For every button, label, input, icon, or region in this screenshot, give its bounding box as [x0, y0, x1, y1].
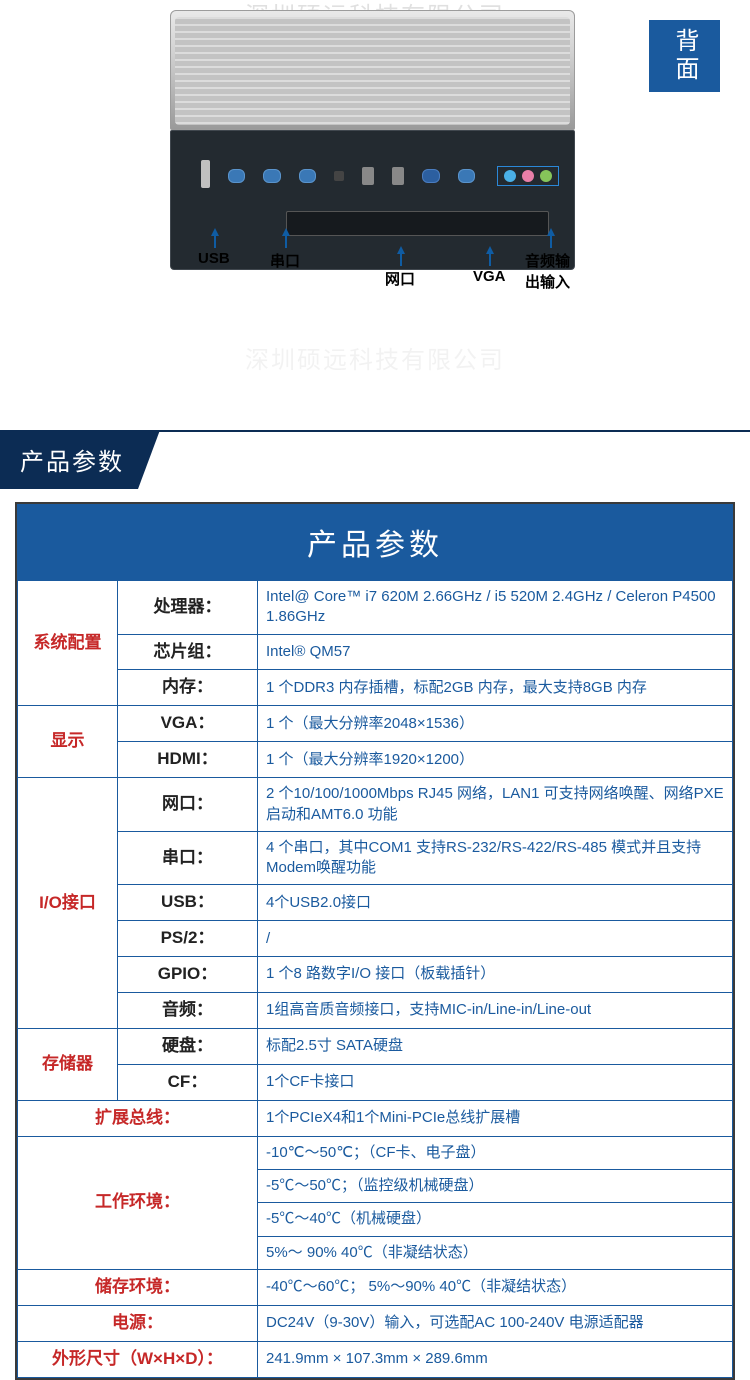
table-row: PS/2： / [18, 921, 733, 957]
sub-gpio: GPIO： [118, 957, 258, 993]
table-row: 存储器 硬盘： 标配2.5寸 SATA硬盘 [18, 1029, 733, 1065]
val-env4: 5%～ 90% 40℃（非凝结状态） [258, 1236, 733, 1269]
table-row: 内存： 1 个DDR3 内存插槽，标配2GB 内存，最大支持8GB 内存 [18, 670, 733, 706]
val-lan: 2 个10/100/1000Mbps RJ45 网络，LAN1 可支持网络唤醒、… [258, 778, 733, 832]
lan-port-icon [362, 167, 374, 185]
table-row: 电源： DC24V（9-30V）输入，可选配AC 100-240V 电源适配器 [18, 1305, 733, 1341]
val-cpu: Intel@ Core™ i7 620M 2.66GHz / i5 520M 2… [258, 581, 733, 635]
vga-port-icon [422, 169, 439, 183]
val-env2: -5℃～50℃；（监控级机械硬盘） [258, 1170, 733, 1203]
sub-usb: USB： [118, 885, 258, 921]
device-back-panel [170, 130, 575, 270]
val-hdd: 标配2.5寸 SATA硬盘 [258, 1029, 733, 1065]
sub-hdd: 硬盘： [118, 1029, 258, 1065]
device-heatsink [170, 10, 575, 130]
sub-serial: 串口： [118, 831, 258, 885]
val-env1: -10℃～50℃；（CF卡、电子盘） [258, 1136, 733, 1169]
val-chipset: Intel® QM57 [258, 634, 733, 670]
val-size: 241.9mm × 107.3mm × 289.6mm [258, 1341, 733, 1377]
table-row: HDMI： 1 个（最大分辨率1920×1200） [18, 742, 733, 778]
serial-port-icon [458, 169, 475, 183]
table-row: 芯片组： Intel® QM57 [18, 634, 733, 670]
product-rear-view: 深圳硕远科技有限公司 www.soyotech.com 背面 [0, 0, 750, 340]
port-row [201, 166, 559, 186]
spec-table-title: 产品参数 [17, 504, 733, 580]
pcie-slot-icon [286, 211, 549, 236]
audio-box-icon [497, 166, 559, 186]
val-cf: 1个CF卡接口 [258, 1064, 733, 1100]
serial-port-icon [263, 169, 280, 183]
sub-lan: 网口： [118, 778, 258, 832]
val-vga: 1 个（最大分辨率2048×1536） [258, 706, 733, 742]
cat-env: 工作环境： [18, 1136, 258, 1269]
val-env3: -5℃～40℃（机械硬盘） [258, 1203, 733, 1236]
device-illustration: USB 串口 网口 VGA 音频输出输入 [170, 10, 575, 250]
cat-display: 显示 [18, 706, 118, 778]
sub-cpu: 处理器： [118, 581, 258, 635]
cat-storage: 存储器 [18, 1029, 118, 1101]
sub-hdmi: HDMI： [118, 742, 258, 778]
spec-table-container: 产品参数 系统配置 处理器： Intel@ Core™ i7 620M 2.66… [15, 502, 735, 1380]
label-lan: 网口 [385, 268, 415, 289]
sub-vga: VGA： [118, 706, 258, 742]
port-labels: USB 串口 网口 VGA 音频输出输入 [170, 250, 575, 300]
table-row: 工作环境： -10℃～50℃；（CF卡、电子盘） [18, 1136, 733, 1169]
line-in-icon [504, 170, 516, 182]
val-gpio: 1 个8 路数字I/O 接口（板载插针） [258, 957, 733, 993]
serial-port-icon [299, 169, 316, 183]
sub-ps2: PS/2： [118, 921, 258, 957]
section-title: 产品参数 [0, 430, 160, 489]
val-mem: 1 个DDR3 内存插槽，标配2GB 内存，最大支持8GB 内存 [258, 670, 733, 706]
cat-expbus: 扩展总线： [18, 1100, 258, 1136]
hdmi-port-icon [334, 171, 344, 181]
cat-power: 电源： [18, 1305, 258, 1341]
val-ps2: / [258, 921, 733, 957]
label-vga: VGA [473, 268, 506, 285]
sub-chipset: 芯片组： [118, 634, 258, 670]
serial-port-icon [228, 169, 245, 183]
val-power: DC24V（9-30V）输入，可选配AC 100-240V 电源适配器 [258, 1305, 733, 1341]
view-badge: 背面 [649, 20, 720, 92]
table-row: CF： 1个CF卡接口 [18, 1064, 733, 1100]
table-row: GPIO： 1 个8 路数字I/O 接口（板载插针） [18, 957, 733, 993]
val-hdmi: 1 个（最大分辨率1920×1200） [258, 742, 733, 778]
table-row: I/O接口 网口： 2 个10/100/1000Mbps RJ45 网络，LAN… [18, 778, 733, 832]
line-out-icon [540, 170, 552, 182]
cat-io: I/O接口 [18, 778, 118, 1029]
val-audio: 1组高音质音频接口，支持MIC-in/Line-in/Line-out [258, 993, 733, 1029]
table-row: 储存环境： -40℃～60℃； 5%～90% 40℃（非凝结状态） [18, 1269, 733, 1305]
sub-mem: 内存： [118, 670, 258, 706]
sub-cf: CF： [118, 1064, 258, 1100]
table-row: 音频： 1组高音质音频接口，支持MIC-in/Line-in/Line-out [18, 993, 733, 1029]
val-storage-env: -40℃～60℃； 5%～90% 40℃（非凝结状态） [258, 1269, 733, 1305]
table-row: USB： 4个USB2.0接口 [18, 885, 733, 921]
val-usb: 4个USB2.0接口 [258, 885, 733, 921]
spec-table: 系统配置 处理器： Intel@ Core™ i7 620M 2.66GHz /… [17, 580, 733, 1378]
table-row: 显示 VGA： 1 个（最大分辨率2048×1536） [18, 706, 733, 742]
watermark-mid: 深圳硕远科技有限公司 [245, 340, 505, 375]
label-usb: USB [198, 250, 230, 267]
usb-port-icon [201, 160, 210, 188]
lan-port-icon [392, 167, 404, 185]
sub-audio: 音频： [118, 993, 258, 1029]
cat-size: 外形尺寸（W×H×D）： [18, 1341, 258, 1377]
label-audio: 音频输出输入 [525, 250, 575, 292]
table-row: 外形尺寸（W×H×D）： 241.9mm × 107.3mm × 289.6mm [18, 1341, 733, 1377]
label-serial: 串口 [270, 250, 300, 271]
table-row: 串口： 4 个串口，其中COM1 支持RS-232/RS-422/RS-485 … [18, 831, 733, 885]
cat-system: 系统配置 [18, 581, 118, 706]
mic-icon [522, 170, 534, 182]
table-row: 系统配置 处理器： Intel@ Core™ i7 620M 2.66GHz /… [18, 581, 733, 635]
val-expbus: 1个PCIeX4和1个Mini-PCIe总线扩展槽 [258, 1100, 733, 1136]
section-header: 产品参数 [0, 430, 750, 482]
val-serial: 4 个串口，其中COM1 支持RS-232/RS-422/RS-485 模式并且… [258, 831, 733, 885]
cat-storage-env: 储存环境： [18, 1269, 258, 1305]
table-row: 扩展总线： 1个PCIeX4和1个Mini-PCIe总线扩展槽 [18, 1100, 733, 1136]
